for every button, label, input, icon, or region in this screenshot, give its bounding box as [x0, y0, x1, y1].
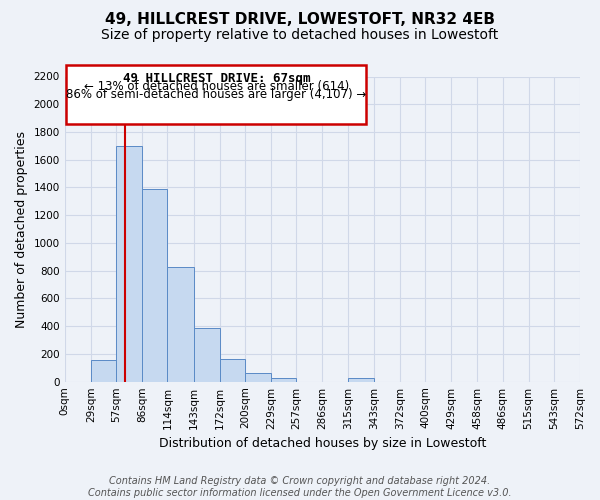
Text: Contains HM Land Registry data © Crown copyright and database right 2024.
Contai: Contains HM Land Registry data © Crown c… [88, 476, 512, 498]
Y-axis label: Number of detached properties: Number of detached properties [15, 130, 28, 328]
Text: 49 HILLCREST DRIVE: 67sqm: 49 HILLCREST DRIVE: 67sqm [123, 72, 310, 86]
Bar [220, 360, 245, 382]
Bar [91, 360, 116, 382]
Bar [349, 378, 374, 382]
FancyBboxPatch shape [67, 66, 367, 124]
Bar [245, 372, 271, 382]
Bar [271, 378, 296, 382]
Bar [167, 266, 193, 382]
Bar [193, 328, 220, 382]
Text: 49, HILLCREST DRIVE, LOWESTOFT, NR32 4EB: 49, HILLCREST DRIVE, LOWESTOFT, NR32 4EB [105, 12, 495, 28]
Text: Size of property relative to detached houses in Lowestoft: Size of property relative to detached ho… [101, 28, 499, 42]
X-axis label: Distribution of detached houses by size in Lowestoft: Distribution of detached houses by size … [158, 437, 486, 450]
Bar [142, 189, 167, 382]
Text: ← 13% of detached houses are smaller (614): ← 13% of detached houses are smaller (61… [84, 80, 349, 93]
Text: 86% of semi-detached houses are larger (4,107) →: 86% of semi-detached houses are larger (… [67, 88, 367, 101]
Bar [116, 146, 142, 382]
